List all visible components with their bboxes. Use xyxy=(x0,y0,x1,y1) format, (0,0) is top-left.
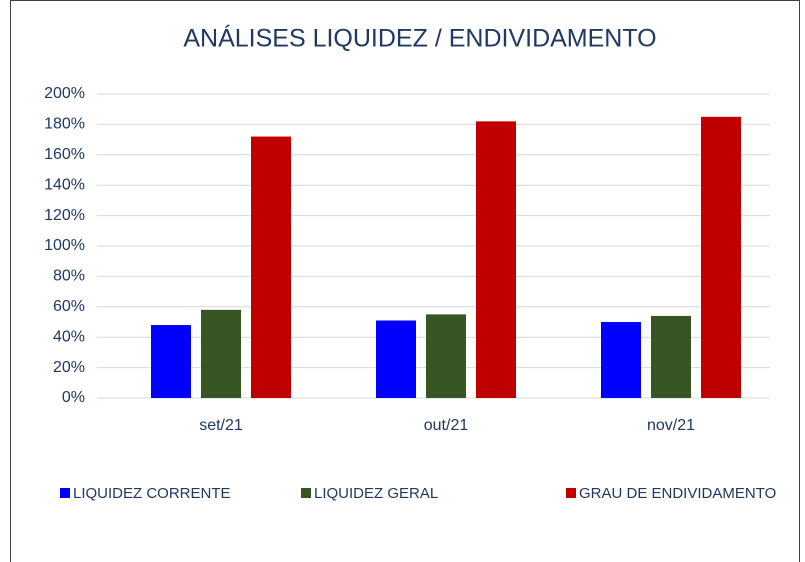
legend-swatch xyxy=(60,488,70,498)
legend-label: LIQUIDEZ CORRENTE xyxy=(73,485,231,502)
x-tick-label: set/21 xyxy=(199,417,243,434)
bar xyxy=(201,309,241,398)
legend-swatch xyxy=(566,488,576,498)
bar xyxy=(651,315,691,398)
bar xyxy=(376,320,416,398)
y-tick-label: 140% xyxy=(44,176,85,193)
y-tick-label: 80% xyxy=(53,268,85,285)
y-tick-label: 20% xyxy=(53,359,85,376)
x-tick-label: out/21 xyxy=(424,417,469,434)
legend-label: LIQUIDEZ GERAL xyxy=(314,485,438,502)
y-tick-label: 120% xyxy=(44,207,85,224)
bar xyxy=(426,314,466,398)
chart-title: ANÁLISES LIQUIDEZ / ENDIVIDAMENTO xyxy=(183,24,656,53)
y-tick-label: 60% xyxy=(53,298,85,315)
y-tick-label: 100% xyxy=(44,237,85,254)
y-tick-label: 180% xyxy=(44,116,85,133)
chart-frame xyxy=(10,0,800,562)
legend-label: GRAU DE ENDIVIDAMENTO xyxy=(579,485,776,502)
x-tick-label: nov/21 xyxy=(647,417,695,434)
bar xyxy=(701,116,741,399)
legend-swatch xyxy=(301,488,311,498)
y-tick-label: 0% xyxy=(62,389,85,406)
bar xyxy=(251,136,291,398)
y-tick-label: 160% xyxy=(44,146,85,163)
bar xyxy=(476,121,516,399)
y-tick-label: 40% xyxy=(53,328,85,345)
bar xyxy=(151,325,191,398)
y-tick-label: 200% xyxy=(44,85,85,102)
bar xyxy=(601,322,641,398)
